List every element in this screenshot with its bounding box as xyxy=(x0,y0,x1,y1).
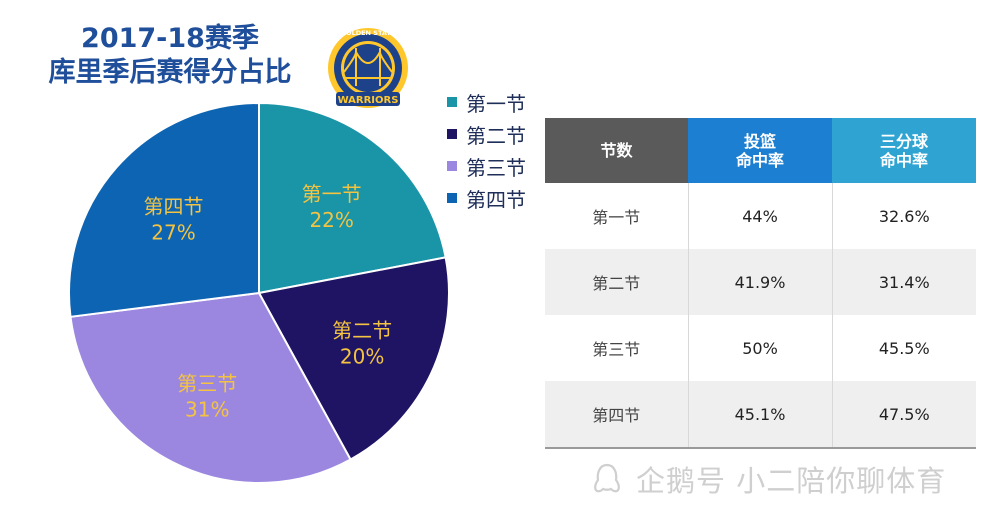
legend-item: 第一节 xyxy=(447,86,526,118)
header-fg-pct: 投篮 命中率 xyxy=(688,118,832,183)
cell-fg-pct: 50% xyxy=(687,315,832,381)
table-row: 第一节 44% 32.6% xyxy=(545,183,976,249)
cell-3pt-pct: 47.5% xyxy=(831,381,976,449)
logo-text-top: GOLDEN STATE xyxy=(341,29,396,37)
slice-category-label: 第二节 xyxy=(332,319,392,343)
penguin-icon xyxy=(594,463,620,493)
warriors-logo: GOLDEN STATE WARRIORS xyxy=(328,28,408,108)
legend-label: 第二节 xyxy=(466,123,526,148)
legend-label: 第四节 xyxy=(466,187,526,212)
header-quarter: 节数 xyxy=(545,118,688,183)
cell-3pt-pct: 31.4% xyxy=(831,249,976,315)
shooting-stats-table: 节数 投篮 命中率 三分球 命中率 第一节 44% 32.6% 第二节 41.9% … xyxy=(545,118,976,449)
cell-quarter: 第三节 xyxy=(592,340,641,359)
chart-legend: 第一节 第二节 第三节 第四节 xyxy=(447,86,526,214)
pie-slice xyxy=(69,291,352,484)
table-header-row: 节数 投篮 命中率 三分球 命中率 xyxy=(545,118,976,183)
logo-text-bottom: WARRIORS xyxy=(338,95,399,106)
cell-3pt-pct: 45.5% xyxy=(831,315,976,381)
legend-swatch xyxy=(447,129,457,139)
table-row: 第四节 45.1% 47.5% xyxy=(545,381,976,449)
cell-quarter: 第二节 xyxy=(545,249,688,315)
legend-item: 第四节 xyxy=(447,182,526,214)
legend-item: 第二节 xyxy=(447,118,526,150)
slice-category-label: 第一节 xyxy=(302,182,362,206)
legend-swatch xyxy=(447,193,457,203)
pie-slice xyxy=(68,101,260,318)
cell-quarter: 第一节 xyxy=(592,208,641,227)
legend-label: 第一节 xyxy=(466,91,526,116)
slice-category-label: 第四节 xyxy=(143,195,203,219)
pie-slice xyxy=(257,256,450,461)
legend-label: 第三节 xyxy=(466,155,526,180)
cell-fg-pct: 41.9% xyxy=(687,249,832,315)
header-3pt-pct: 三分球 命中率 xyxy=(832,118,976,183)
cell-fg-pct: 45.1% xyxy=(687,381,832,449)
title-line-2: 库里季后赛得分占比 xyxy=(48,57,292,88)
slice-value-label: 31% xyxy=(185,398,229,422)
chart-title: 2017-18赛季 库里季后赛得分占比 xyxy=(20,22,320,90)
slice-value-label: 27% xyxy=(151,221,195,245)
slice-category-label: 第三节 xyxy=(177,372,237,396)
title-line-1: 2017-18赛季 xyxy=(81,23,259,54)
slice-value-label: 22% xyxy=(309,208,353,232)
legend-swatch xyxy=(447,161,457,171)
cell-3pt-pct: 32.6% xyxy=(831,183,976,249)
table-row: 第三节 50% 45.5% xyxy=(545,315,976,381)
cell-fg-pct: 44% xyxy=(687,183,832,249)
watermark: 企鹅号 小二陪你聊体育 xyxy=(590,458,946,500)
pie-slice xyxy=(258,101,447,295)
cell-quarter: 第四节 xyxy=(545,381,688,449)
slice-value-label: 20% xyxy=(340,345,384,369)
watermark-text: 企鹅号 小二陪你聊体育 xyxy=(636,464,947,498)
legend-swatch xyxy=(447,97,457,107)
table-row: 第二节 41.9% 31.4% xyxy=(545,249,976,315)
legend-item: 第三节 xyxy=(447,150,526,182)
